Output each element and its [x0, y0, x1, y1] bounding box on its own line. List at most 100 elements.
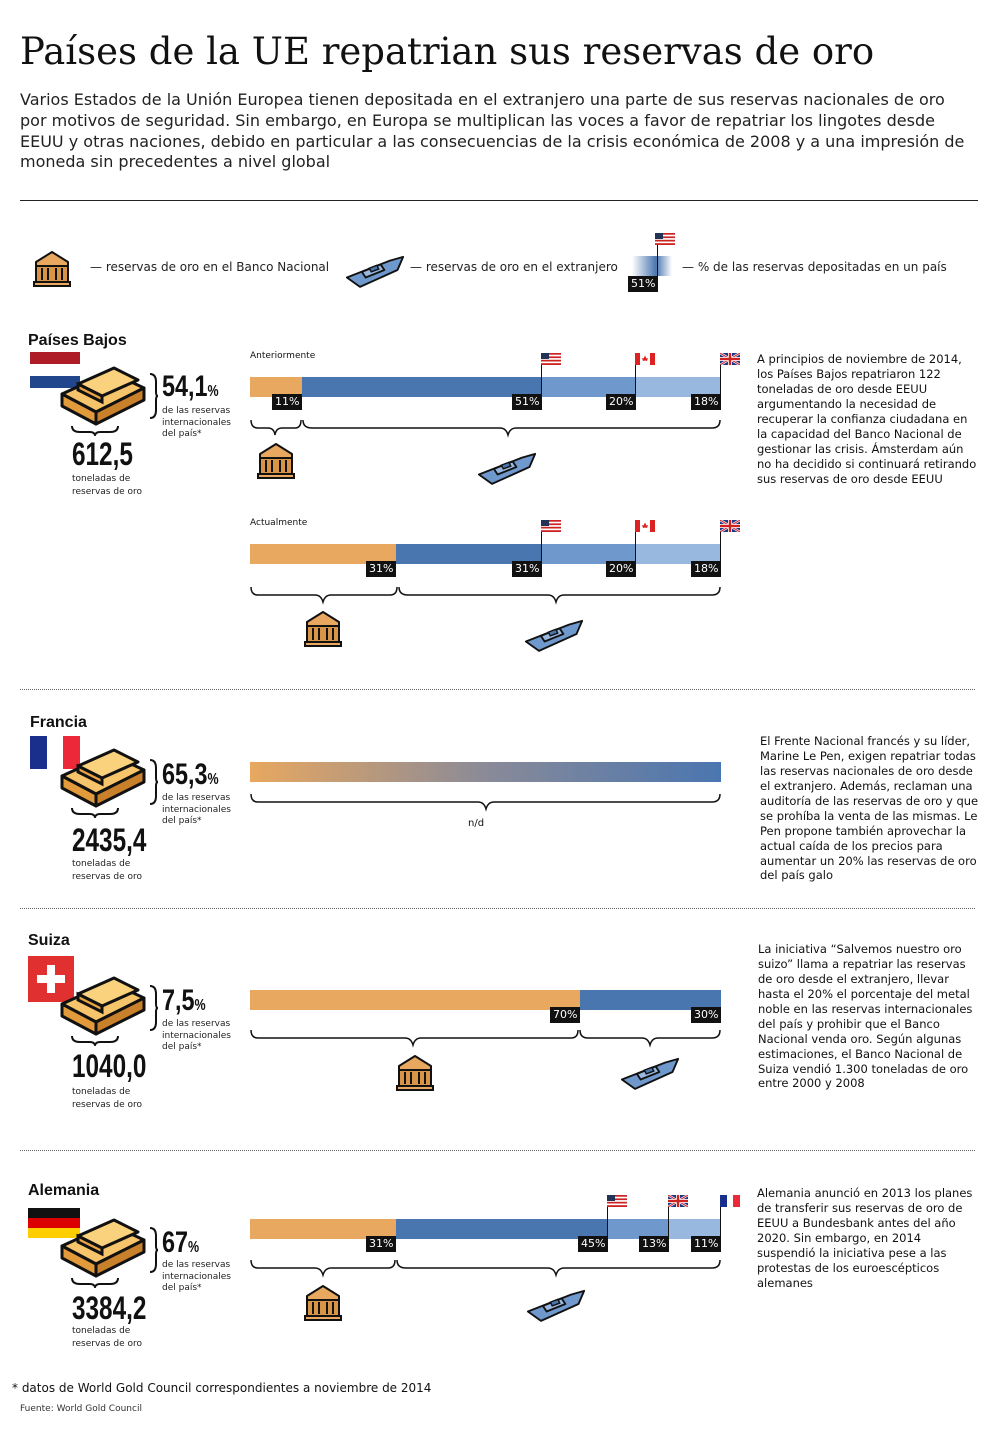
bar-braces: [250, 1259, 721, 1278]
segment-percentage: 18%: [691, 561, 722, 577]
segment-percentage: 45%: [578, 1236, 609, 1252]
tons-caption: toneladas de reservas de oro: [72, 1087, 142, 1111]
reserve-caption: de las reservas internacionales del país…: [162, 1019, 231, 1053]
bar-segment-uk: [636, 377, 721, 397]
bar-segment-us: [396, 544, 542, 564]
switzerland-flag-icon: [28, 956, 74, 1002]
segment-percentage: 18%: [691, 394, 722, 410]
segment-percentage: 20%: [606, 561, 637, 577]
ship-icon: [345, 250, 405, 290]
bar-segment-national: [250, 990, 580, 1010]
flag-pole: [668, 1195, 669, 1239]
flag-pole: [657, 236, 658, 276]
tons-caption: toneladas de reservas de oro: [72, 1326, 142, 1350]
netherlands-flag-icon: [30, 352, 80, 388]
ship-icon: [620, 1052, 680, 1092]
allocation-bar-after: [250, 544, 721, 564]
section-divider: [20, 908, 975, 909]
tons-value: 1040,0: [72, 1048, 147, 1084]
country-description: El Frente Nacional francés y su líder, M…: [760, 734, 979, 883]
footnote: * datos de World Gold Council correspond…: [12, 1381, 432, 1395]
france-flag-icon: [30, 736, 81, 769]
segment-percentage: 30%: [691, 1007, 722, 1023]
us-flag-icon: [541, 353, 561, 365]
segment-percentage: 31%: [366, 561, 397, 577]
legend-gradient: [632, 256, 672, 276]
ship-icon: [524, 614, 584, 654]
bank-icon: [394, 1052, 436, 1092]
country-description: A principios de noviembre de 2014, los P…: [757, 352, 977, 486]
bar-segment-us: [302, 377, 542, 397]
france-flag-icon: [720, 1195, 740, 1207]
bar-braces: [250, 586, 721, 605]
brace: [149, 1227, 158, 1273]
bar-segment-uk: [636, 544, 721, 564]
ship-icon: [477, 447, 537, 487]
tons-caption: toneladas de reservas de oro: [72, 859, 142, 883]
bank-icon: [30, 248, 74, 288]
allocation-bar: [250, 990, 721, 1010]
germany-flag-icon: [28, 1208, 80, 1238]
source-credit: Fuente: World Gold Council: [20, 1404, 142, 1414]
bar-segment-us: [396, 1219, 608, 1239]
country-description: Alemania anunció en 2013 los planes de t…: [757, 1186, 973, 1290]
brace: [71, 1035, 119, 1046]
reserve-percentage: 7,5%: [162, 984, 206, 1017]
tons-value: 612,5: [72, 436, 133, 472]
tons-value: 2435,4: [72, 822, 147, 858]
before-label: Anteriormente: [250, 351, 316, 361]
uk-flag-icon: [668, 1195, 688, 1207]
gold-bars-icon: [52, 968, 152, 1038]
ship-icon: [526, 1284, 586, 1324]
bar-segment-canada: [542, 377, 636, 397]
bar-segment-national: [250, 1219, 396, 1239]
reserve-percentage: 54,1%: [162, 370, 219, 403]
page-title: Países de la UE repatrian sus reservas d…: [20, 30, 875, 73]
tons-value: 3384,2: [72, 1290, 147, 1326]
flag-pole: [720, 1195, 721, 1239]
segment-percentage: 13%: [639, 1236, 670, 1252]
uk-flag-icon: [720, 353, 740, 365]
flag-pole: [541, 353, 542, 397]
bar-brace: [250, 793, 721, 812]
country-name: Alemania: [28, 1182, 100, 1199]
us-flag-icon: [655, 233, 675, 245]
brace: [71, 807, 119, 818]
gold-bars-icon: [52, 740, 152, 810]
country-name: Francia: [30, 714, 87, 731]
gold-bars-icon: [52, 358, 152, 428]
flag-pole: [607, 1195, 608, 1239]
bar-braces: [250, 419, 721, 438]
uk-flag-icon: [720, 520, 740, 532]
bar-segment-abroad: [580, 990, 721, 1010]
segment-percentage: 11%: [272, 394, 303, 410]
flag-pole: [635, 520, 636, 564]
flag-pole: [720, 353, 721, 397]
country-name: Suiza: [28, 932, 70, 949]
segment-percentage: 31%: [366, 1236, 397, 1252]
gold-bars-icon: [52, 1210, 152, 1280]
intro-text: Varios Estados de la Unión Europea tiene…: [20, 90, 965, 172]
bar-segment-national: [250, 544, 396, 564]
us-flag-icon: [607, 1195, 627, 1207]
legend-share: — % de las reservas depositadas en un pa…: [682, 260, 947, 274]
not-available-label: n/d: [468, 818, 485, 829]
after-label: Actualmente: [250, 518, 308, 528]
bank-icon: [302, 608, 344, 648]
reserve-caption: de las reservas internacionales del país…: [162, 406, 231, 440]
segment-percentage: 11%: [691, 1236, 722, 1252]
brace: [71, 425, 119, 436]
reserve-caption: de las reservas internacionales del país…: [162, 793, 231, 827]
canada-flag-icon: [635, 353, 655, 365]
flag-pole: [541, 520, 542, 564]
flag-pole: [720, 520, 721, 564]
bar-braces: [250, 1029, 721, 1048]
us-flag-icon: [541, 520, 561, 532]
tons-caption: toneladas de reservas de oro: [72, 474, 142, 498]
section-divider: [20, 689, 975, 690]
segment-percentage: 31%: [512, 561, 543, 577]
legend-abroad: — reservas de oro en el extranjero: [410, 260, 618, 274]
reserve-caption: de las reservas internacionales del país…: [162, 1260, 231, 1294]
unknown-allocation-bar: [250, 762, 721, 782]
reserve-percentage: 67%: [162, 1226, 200, 1259]
